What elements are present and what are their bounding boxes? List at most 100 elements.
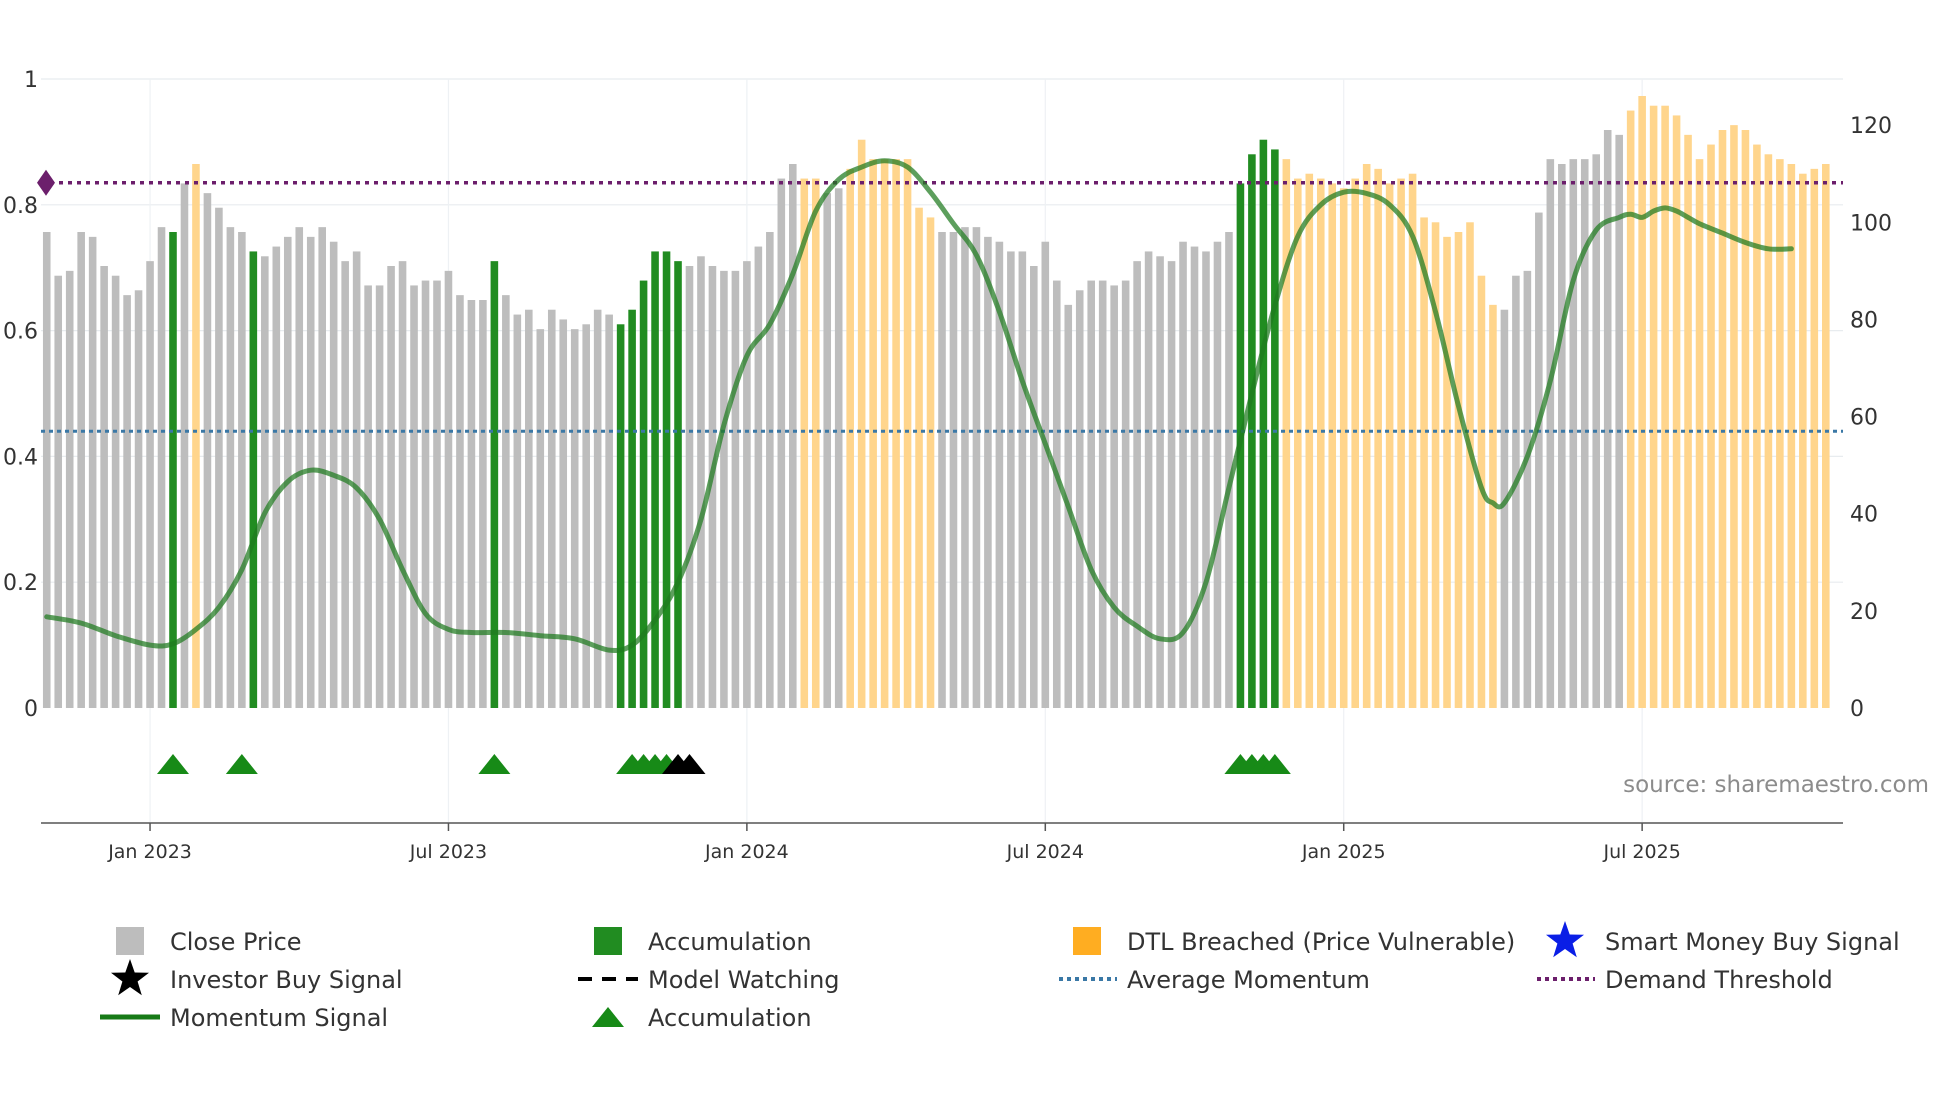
close-price-bar	[261, 256, 269, 708]
x-axis-tick-label: Jan 2023	[107, 841, 192, 863]
momentum-signal-curve	[44, 158, 1794, 653]
legend-item: Average Momentum	[1059, 966, 1370, 994]
accumulation-triangle-marker	[478, 754, 511, 774]
close-price-bar	[88, 236, 97, 709]
legend-label: Model Watching	[648, 966, 840, 994]
accumulation-bar	[249, 251, 258, 708]
accumulation-bar	[1259, 139, 1268, 708]
close-price-bar	[123, 295, 131, 708]
close-price-bar	[100, 266, 108, 708]
close-price-bar	[502, 295, 510, 708]
dtl-breached-bar	[1626, 110, 1635, 708]
legend-label: Demand Threshold	[1605, 966, 1833, 994]
close-price-bar	[1603, 130, 1612, 708]
close-price-bar	[272, 246, 281, 708]
close-price-bar	[593, 309, 602, 708]
dtl-breached-bar	[1328, 183, 1337, 708]
dtl-breached-bar	[1466, 222, 1474, 709]
close-price-bar	[559, 319, 568, 708]
dtl-breached-bar	[1730, 125, 1738, 708]
dtl-breached-bar	[1787, 164, 1796, 708]
close-price-bar	[1225, 232, 1233, 708]
close-price-bar	[731, 270, 740, 708]
legend: Close Price Accumulation DTL Breached (Pri…	[100, 921, 1900, 1032]
close-price-bar	[823, 193, 832, 708]
accumulation-bar	[639, 280, 648, 708]
dtl-breached-bar	[1764, 154, 1773, 709]
legend-label: DTL Breached (Price Vulnerable)	[1127, 928, 1515, 956]
smart-money-star-icon	[1546, 921, 1584, 958]
close-price-bar	[938, 232, 946, 708]
axes: 0 0.2 0.4 0.6 0.8 1 0 20 40 60 80 100 120 Jan 2023 Jul…	[3, 68, 1892, 863]
close-price-bar	[1179, 241, 1187, 708]
accumulation-triangle-marker	[1258, 754, 1291, 774]
close-price-bar	[789, 164, 797, 708]
source-label: source: sharemaestro.com	[1623, 772, 1929, 798]
close-price-bar	[1018, 251, 1027, 708]
close-price-bar	[685, 266, 694, 708]
close-price-bar	[961, 227, 969, 708]
dtl-breached-bar	[915, 207, 923, 708]
close-price-bar	[398, 261, 407, 708]
dtl-breached-bar	[1649, 105, 1658, 708]
close-price-bar	[513, 314, 522, 708]
close-price-bar	[111, 275, 120, 708]
x-axis-tick-label: Jan 2024	[704, 841, 789, 863]
legend-label: Investor Buy Signal	[170, 966, 403, 994]
dtl-breached-bar	[192, 164, 200, 708]
close-price-bar	[203, 193, 212, 708]
dtl-breached-bar	[1351, 178, 1359, 708]
accumulation-legend-swatch	[594, 927, 622, 955]
legend-item: Close Price	[116, 927, 302, 956]
accumulation-triangle-marker	[225, 754, 258, 774]
close-price-bar	[295, 227, 304, 708]
close-price-bar	[364, 285, 372, 708]
reference-lines	[37, 169, 1843, 433]
close-price-bar	[283, 236, 292, 709]
legend-label: Close Price	[170, 928, 302, 956]
legend-item: Demand Threshold	[1537, 966, 1833, 994]
close-price-bar	[754, 246, 763, 708]
dtl-breached-bar	[1397, 178, 1405, 708]
close-price-bar	[743, 261, 751, 708]
close-price-bar	[479, 300, 487, 708]
close-price-bar	[949, 232, 958, 708]
close-price-bar	[1213, 241, 1222, 708]
legend-item: Smart Money Buy Signal	[1546, 921, 1900, 958]
x-axis-tick-label: Jan 2025	[1301, 841, 1386, 863]
close-price-bar	[1167, 261, 1176, 708]
close-price-bar	[410, 285, 418, 708]
dtl-breached-bar	[1741, 130, 1750, 708]
dtl-breached-bar	[1431, 222, 1440, 709]
close-price-bar	[1075, 290, 1084, 708]
close-price-bar	[77, 232, 85, 708]
close-price-bar	[1558, 164, 1566, 708]
close-price-bar	[375, 285, 384, 708]
dtl-breached-bar	[1707, 144, 1715, 708]
close-price-bar	[1007, 251, 1015, 708]
dtl-breached-bar	[1672, 115, 1681, 709]
dtl-breached-bar	[1489, 304, 1497, 708]
close-price-bar	[157, 227, 166, 708]
dtl-breached-bar	[1443, 236, 1451, 709]
dtl-breached-bar	[1282, 159, 1291, 708]
accumulation-triangle-marker	[156, 754, 189, 774]
right-axis-tick-label: 20	[1850, 600, 1878, 625]
close-price-bar	[1535, 212, 1543, 708]
close-price-legend-swatch	[116, 927, 144, 955]
dtl-breached-bar	[1684, 134, 1692, 709]
close-price-bar	[1523, 270, 1532, 708]
close-price-bar	[180, 183, 189, 708]
close-price-bar	[1202, 251, 1210, 708]
close-price-bar	[1144, 251, 1153, 708]
dtl-breached-bar	[1374, 168, 1382, 709]
legend-item: Investor Buy Signal	[111, 959, 403, 996]
close-price-bar	[444, 270, 453, 708]
accumulation-bar	[651, 251, 659, 708]
dtl-breached-bar	[1638, 96, 1646, 708]
dtl-breached-bar	[1420, 217, 1428, 708]
dtl-breached-bar	[1294, 178, 1302, 708]
close-price-bar	[1052, 280, 1061, 708]
right-axis-tick-label: 100	[1850, 211, 1892, 236]
